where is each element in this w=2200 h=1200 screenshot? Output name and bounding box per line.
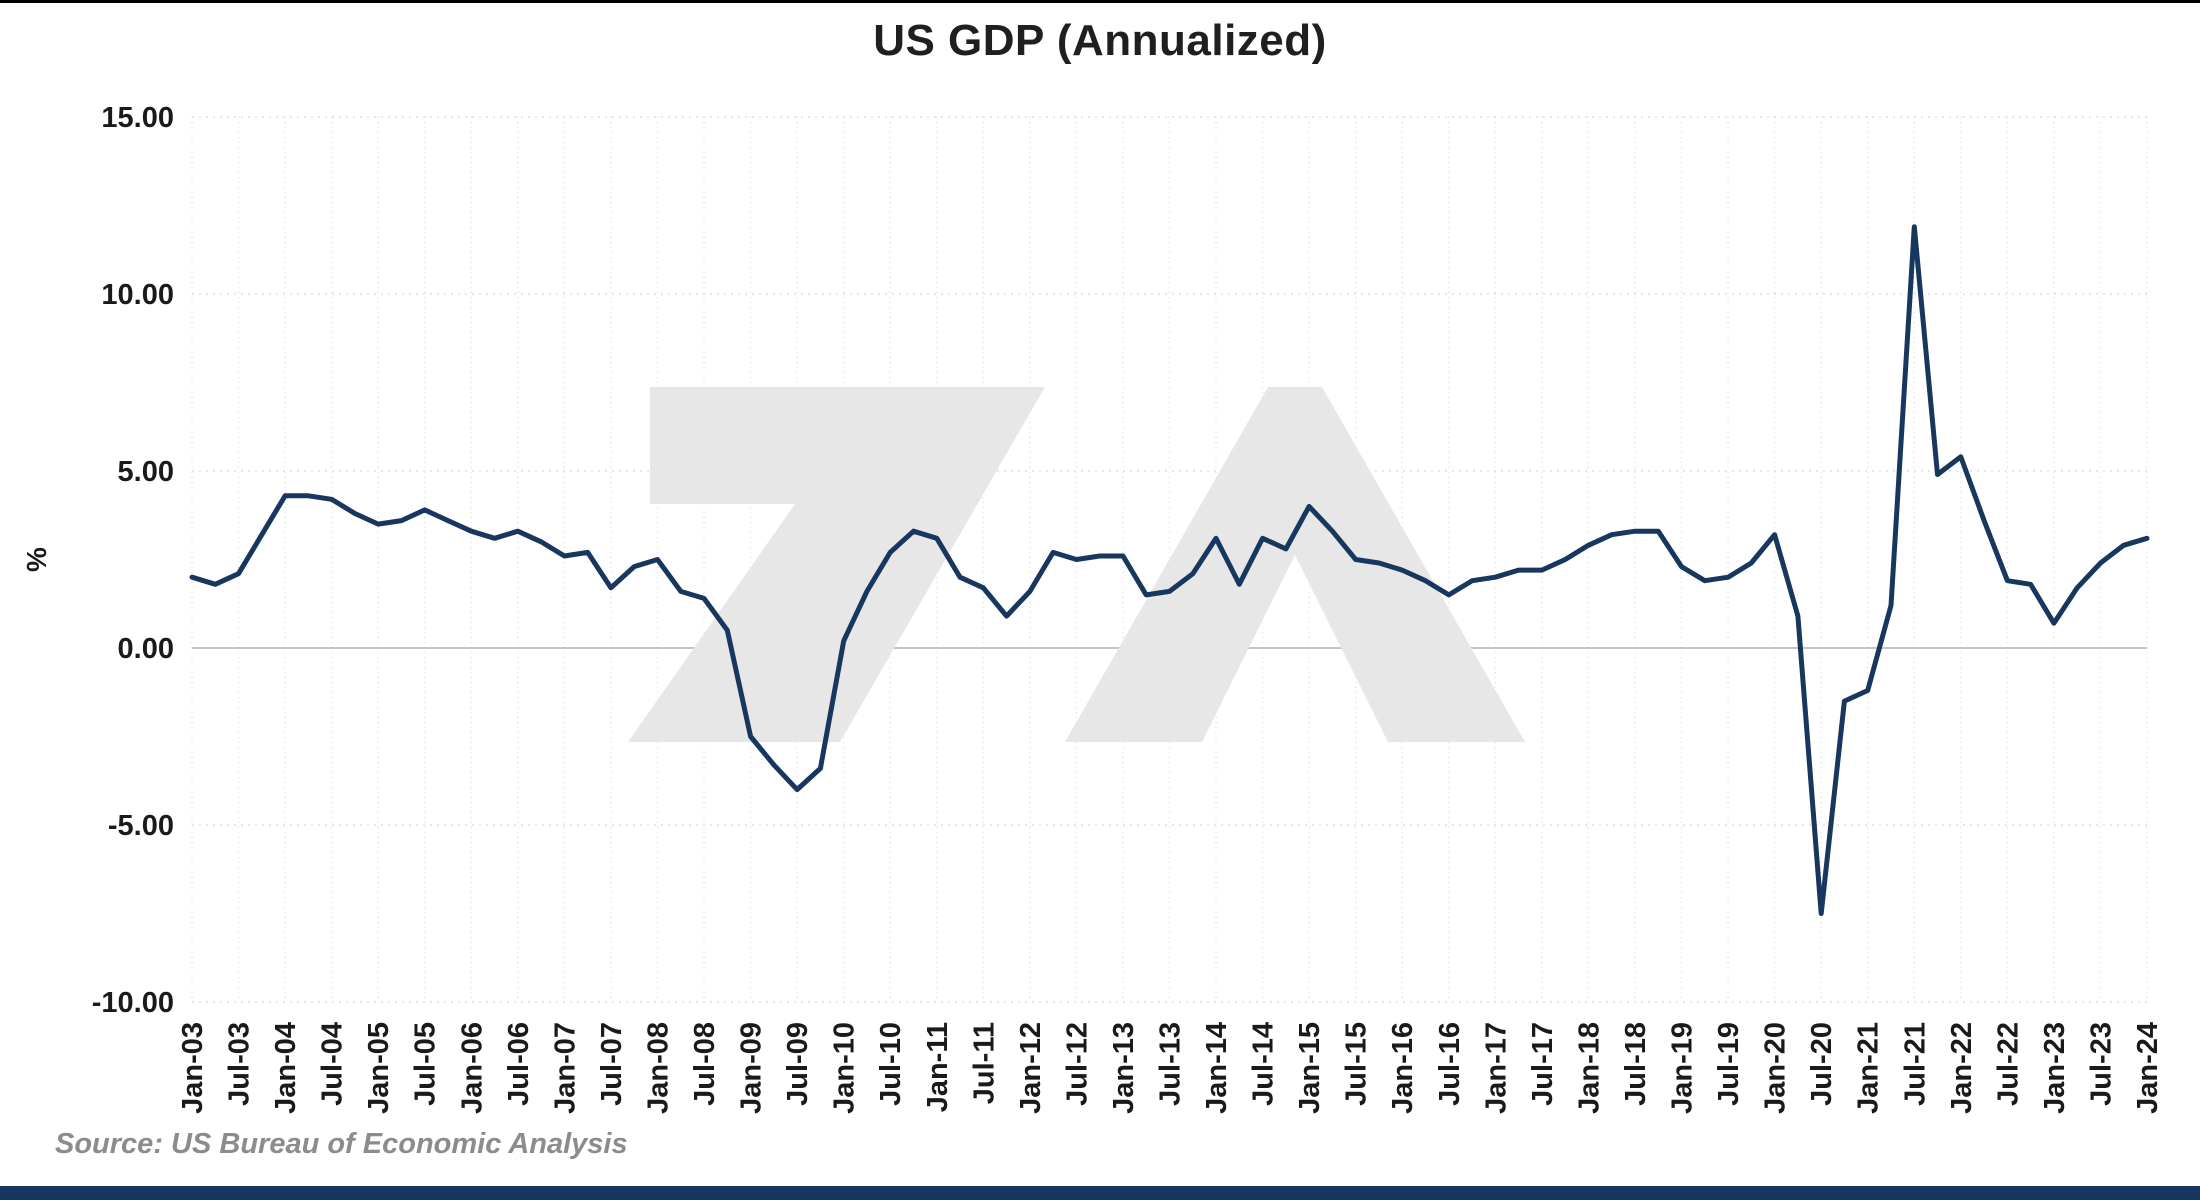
x-tick-label: Jan-06 [456,1022,488,1114]
x-tick-label: Jan-24 [2132,1022,2164,1114]
x-tick-label: Jan-13 [1108,1022,1140,1114]
x-tick-label: Jul-15 [1341,1022,1373,1106]
x-tick-label: Jul-13 [1155,1022,1187,1106]
chart-title: US GDP (Annualized) [873,16,1327,65]
x-tick-label: Jul-06 [503,1022,535,1106]
x-tick-label: Jul-09 [782,1022,814,1106]
y-tick-label: 0.00 [118,633,174,665]
x-tick-label: Jul-22 [1992,1022,2024,1106]
x-tick-label: Jan-23 [2039,1022,2071,1114]
x-tick-label: Jul-07 [596,1022,628,1106]
x-tick-label: Jul-14 [1248,1022,1280,1106]
y-axis-title: % [21,547,52,572]
x-tick-label: Jan-18 [1573,1022,1605,1114]
top-border [0,0,2200,3]
y-tick-label: 10.00 [101,279,174,311]
x-tick-label: Jan-07 [549,1022,581,1114]
x-tick-label: Jan-20 [1760,1022,1792,1114]
x-tick-label: Jul-18 [1620,1022,1652,1106]
watermark-a-shape [1065,387,1525,742]
x-tick-label: Jan-16 [1387,1022,1419,1114]
x-tick-label: Jul-16 [1434,1022,1466,1106]
footer-bar [0,1186,2200,1200]
x-tick-label: Jul-12 [1061,1022,1093,1106]
x-axis-labels: Jan-03 Jul-03 Jan-04 Jul-04 Jan-05 Jul-05 Jan-… [177,1022,2164,1114]
x-tick-label: Jan-08 [642,1022,674,1114]
x-tick-label: Jan-12 [1015,1022,1047,1114]
x-tick-label: Jul-05 [410,1022,442,1106]
x-tick-label: Jan-14 [1201,1022,1233,1114]
x-tick-label: Jul-23 [2085,1022,2117,1106]
x-tick-label: Jan-09 [736,1022,768,1114]
y-axis-labels: 15.00 10.00 5.00 0.00 -5.00 -10.00 [92,102,174,1019]
x-tick-label: Jul-10 [875,1022,907,1106]
x-tick-label: Jan-04 [270,1022,302,1114]
x-tick-label: Jan-10 [829,1022,861,1114]
source-note: Source: US Bureau of Economic Analysis [55,1128,628,1160]
x-tick-label: Jan-05 [363,1022,395,1114]
y-tick-label: 15.00 [101,102,174,134]
x-tick-label: Jul-20 [1806,1022,1838,1106]
x-tick-label: Jan-03 [177,1022,209,1114]
x-tick-label: Jul-19 [1713,1022,1745,1106]
x-tick-label: Jan-22 [1946,1022,1978,1114]
x-tick-label: Jul-04 [317,1022,349,1106]
x-tick-label: Jul-17 [1527,1022,1559,1106]
x-tick-label: Jul-03 [224,1022,256,1106]
x-tick-label: Jan-11 [922,1022,954,1112]
x-tick-label: Jul-08 [689,1022,721,1106]
y-tick-label: -10.00 [92,987,174,1019]
y-tick-label: -5.00 [108,810,174,842]
x-tick-label: Jan-19 [1667,1022,1699,1114]
x-tick-label: Jul-11 [968,1022,1000,1104]
x-tick-label: Jan-17 [1480,1022,1512,1114]
x-tick-label: Jan-15 [1294,1022,1326,1114]
x-tick-label: Jul-21 [1899,1022,1931,1106]
x-tick-label: Jan-21 [1853,1022,1885,1114]
gdp-line [189,224,2150,916]
y-tick-label: 5.00 [118,456,174,488]
